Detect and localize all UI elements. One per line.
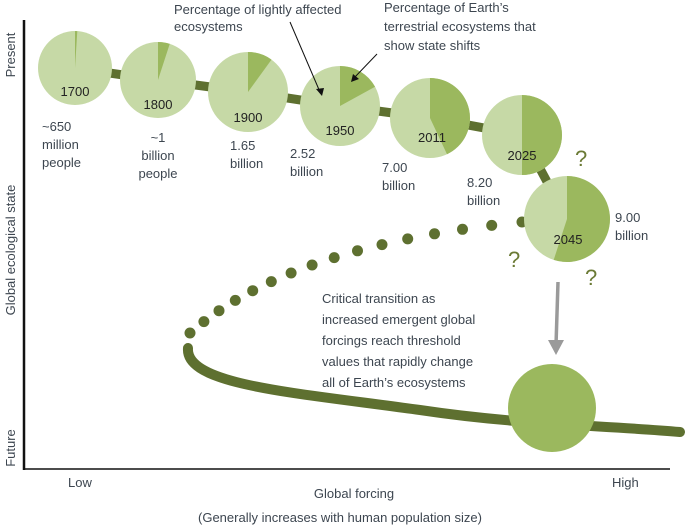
lightly-affected-pointer <box>289 21 321 93</box>
trajectory-dot <box>486 219 498 231</box>
state-shift-slice <box>248 52 272 92</box>
state-shift-slice <box>522 95 562 175</box>
pie-2025: 2025 8.20 billion <box>467 95 562 208</box>
population-label: 1.65 <box>230 138 255 153</box>
population-label: people <box>138 166 177 181</box>
question-mark: ? <box>508 247 520 272</box>
trajectory-dot <box>306 259 318 271</box>
pie-year-label: 1700 <box>61 84 90 99</box>
pie-1800: 1800 ~1 billion people <box>120 42 196 181</box>
population-label: ~650 <box>42 119 71 134</box>
pie-year-label: 1950 <box>326 123 355 138</box>
transition-label-2: increased emergent global <box>322 312 475 327</box>
trajectory-dot <box>328 252 340 264</box>
state-shifts-pointer <box>353 53 378 79</box>
transition-arrowhead <box>548 340 564 355</box>
y-axis-bottom-label: Future <box>3 429 18 467</box>
pie-year-label: 2011 <box>418 130 446 145</box>
state-shift-slice <box>158 42 170 80</box>
pie-year-label: 1800 <box>144 97 173 112</box>
trajectory-dot <box>402 233 414 245</box>
state-shift-slice <box>75 30 78 69</box>
trajectory-dot <box>265 276 277 288</box>
population-label: billion <box>290 164 323 179</box>
population-label: 8.20 <box>467 175 492 190</box>
transition-label-3: forcings reach threshold <box>322 333 461 348</box>
transition-label-5: all of Earth’s ecosystems <box>322 375 466 390</box>
population-label: million <box>42 137 79 152</box>
state-shift-slice <box>340 66 376 106</box>
pie-2011: 2011 7.00 billion <box>382 78 470 193</box>
pie-1900: 1900 1.65 billion <box>208 52 288 171</box>
transition-label-1: Critical transition as <box>322 291 436 306</box>
state-shifts-label-1: Percentage of Earth’s <box>384 0 509 15</box>
trajectory-dot <box>247 285 259 297</box>
y-axis-top-label: Present <box>3 32 18 77</box>
pie-year-label: 1900 <box>234 110 263 125</box>
population-label: billion <box>141 148 174 163</box>
x-axis-high-label: High <box>612 475 639 490</box>
lightly-affected-label-1: Percentage of lightly affected <box>174 2 341 17</box>
population-label: people <box>42 155 81 170</box>
trajectory-dot <box>285 267 297 279</box>
x-axis-label: Global forcing <box>314 486 394 501</box>
trajectory-dot <box>184 327 196 339</box>
population-label: billion <box>615 228 648 243</box>
question-mark: ? <box>585 265 597 290</box>
population-label: billion <box>230 156 263 171</box>
question-mark: ? <box>575 146 587 171</box>
x-axis-low-label: Low <box>68 475 92 490</box>
state-shift-slice <box>553 176 610 262</box>
pie-year-label: 2025 <box>508 148 537 163</box>
lightly-affected-label-2: ecosystems <box>174 19 243 34</box>
state-shifts-label-3: show state shifts <box>384 38 481 53</box>
state-shift-slice <box>430 78 470 155</box>
population-label: 7.00 <box>382 160 407 175</box>
population-label: 2.52 <box>290 146 315 161</box>
population-label: 9.00 <box>615 210 640 225</box>
trajectory-dot <box>229 294 241 306</box>
population-label: billion <box>382 178 415 193</box>
trajectory-dot <box>198 316 210 328</box>
x-axis-sublabel: (Generally increases with human populati… <box>198 510 482 525</box>
future-state-circle <box>508 364 596 452</box>
lightly-affected-arrowhead <box>316 88 324 96</box>
transition-arrow <box>554 281 560 346</box>
population-label: billion <box>467 193 500 208</box>
trajectory-dot <box>213 305 225 317</box>
state-shifts-label-2: terrestrial ecosystems that <box>384 19 536 34</box>
future-state-line <box>183 343 685 437</box>
y-axis-label: Global ecological state <box>3 185 18 316</box>
transition-label-4: values that rapidly change <box>322 354 473 369</box>
trajectory-dot <box>352 245 363 257</box>
trajectory-dot <box>376 239 388 251</box>
state-shifts-arrowhead <box>351 74 359 82</box>
population-label: ~1 <box>151 130 166 145</box>
pie-2045: 2045 9.00 billion <box>524 176 648 262</box>
pie-1950: 1950 2.52 billion <box>290 66 380 179</box>
pie-year-label: 2045 <box>554 232 583 247</box>
trajectory-dot <box>457 223 468 235</box>
pie-1700: 1700 ~650 million people <box>38 30 112 170</box>
trajectory-dot <box>429 228 440 240</box>
